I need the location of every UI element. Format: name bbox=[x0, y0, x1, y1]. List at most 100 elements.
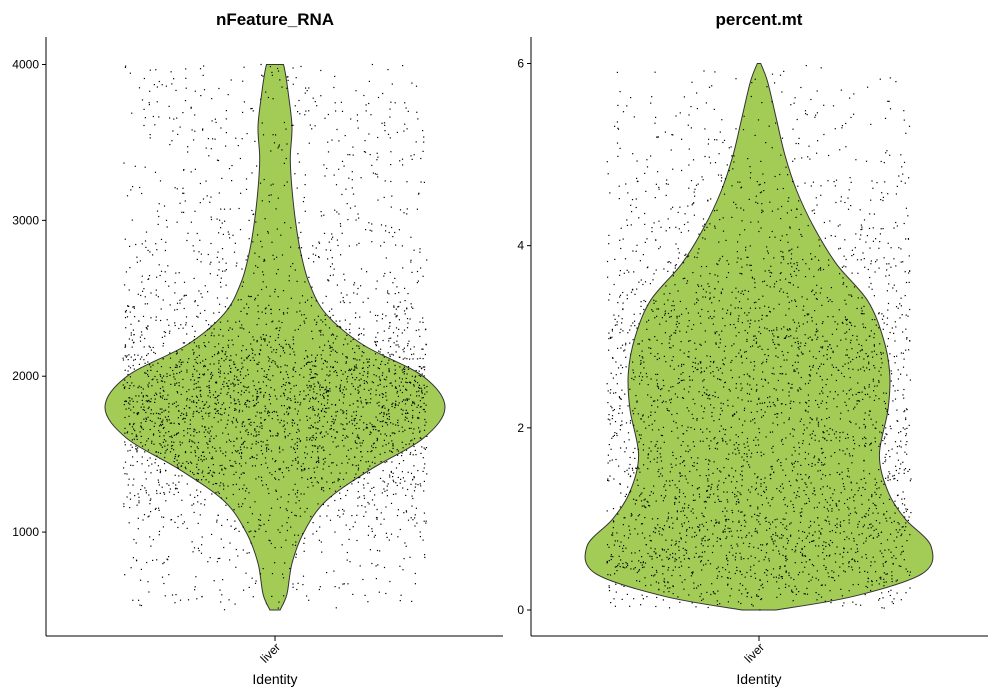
jitter-point bbox=[263, 258, 265, 261]
jitter-point bbox=[166, 448, 168, 450]
jitter-point bbox=[852, 496, 854, 498]
jitter-point bbox=[607, 276, 609, 278]
jitter-point bbox=[395, 351, 397, 353]
jitter-point bbox=[407, 488, 409, 491]
jitter-point bbox=[382, 445, 384, 447]
jitter-point bbox=[345, 524, 347, 526]
jitter-point bbox=[367, 460, 369, 463]
jitter-point bbox=[693, 214, 695, 216]
jitter-point bbox=[900, 599, 902, 601]
jitter-point bbox=[343, 301, 345, 304]
jitter-point bbox=[636, 327, 638, 329]
jitter-point bbox=[126, 496, 128, 498]
jitter-point bbox=[227, 385, 229, 387]
jitter-point bbox=[425, 522, 427, 524]
jitter-point bbox=[243, 391, 245, 394]
jitter-point bbox=[268, 448, 270, 450]
jitter-point bbox=[655, 183, 657, 185]
jitter-point bbox=[235, 471, 237, 473]
jitter-point bbox=[319, 433, 322, 435]
jitter-point bbox=[200, 458, 202, 460]
jitter-point bbox=[277, 334, 280, 336]
jitter-point bbox=[242, 366, 244, 368]
jitter-point bbox=[676, 315, 678, 317]
jitter-point bbox=[225, 504, 227, 506]
jitter-point bbox=[198, 431, 200, 433]
jitter-point bbox=[196, 446, 198, 448]
jitter-point bbox=[407, 519, 410, 521]
jitter-point bbox=[383, 413, 385, 415]
jitter-point bbox=[277, 67, 279, 70]
jitter-point bbox=[650, 396, 652, 398]
jitter-point bbox=[255, 221, 257, 223]
jitter-point bbox=[798, 325, 800, 327]
jitter-point bbox=[297, 456, 299, 458]
jitter-point bbox=[256, 390, 258, 392]
jitter-point bbox=[174, 474, 176, 476]
jitter-point bbox=[654, 122, 656, 124]
jitter-point bbox=[863, 305, 865, 307]
jitter-point bbox=[140, 488, 142, 491]
jitter-point bbox=[419, 406, 422, 408]
jitter-point bbox=[292, 375, 294, 378]
jitter-point bbox=[789, 227, 791, 229]
jitter-point bbox=[230, 359, 232, 361]
jitter-point bbox=[398, 346, 400, 348]
jitter-point bbox=[160, 396, 162, 398]
jitter-point bbox=[391, 385, 393, 387]
jitter-point bbox=[297, 401, 299, 403]
jitter-point bbox=[141, 356, 143, 358]
jitter-point bbox=[412, 497, 414, 500]
jitter-point bbox=[731, 345, 733, 347]
jitter-point bbox=[419, 387, 421, 389]
jitter-point bbox=[336, 431, 339, 433]
jitter-point bbox=[891, 448, 893, 450]
violin-shape bbox=[104, 64, 446, 611]
jitter-point bbox=[677, 248, 679, 250]
jitter-point bbox=[670, 310, 672, 312]
jitter-point bbox=[193, 250, 195, 252]
jitter-point bbox=[725, 520, 727, 522]
jitter-point bbox=[192, 415, 194, 418]
jitter-point bbox=[294, 534, 296, 536]
jitter-point bbox=[215, 492, 217, 494]
jitter-point bbox=[140, 426, 142, 428]
jitter-point bbox=[181, 442, 183, 444]
jitter-point bbox=[186, 391, 188, 393]
jitter-point bbox=[245, 178, 248, 180]
jitter-point bbox=[765, 436, 767, 438]
jitter-point bbox=[327, 395, 329, 397]
jitter-point bbox=[861, 228, 863, 230]
jitter-point bbox=[724, 178, 727, 180]
jitter-point bbox=[179, 126, 181, 128]
jitter-point bbox=[230, 355, 232, 357]
jitter-point bbox=[849, 177, 851, 179]
jitter-point bbox=[348, 369, 350, 372]
jitter-point bbox=[127, 484, 129, 486]
jitter-point bbox=[141, 275, 143, 277]
jitter-point bbox=[243, 446, 245, 448]
jitter-point bbox=[895, 221, 897, 224]
jitter-point bbox=[808, 476, 810, 478]
jitter-point bbox=[269, 514, 271, 516]
jitter-point bbox=[404, 123, 406, 125]
jitter-point bbox=[334, 350, 337, 352]
jitter-point bbox=[140, 294, 142, 297]
jitter-point bbox=[231, 165, 233, 167]
jitter-point bbox=[655, 239, 657, 241]
jitter-point bbox=[397, 335, 399, 337]
jitter-point bbox=[614, 324, 616, 326]
jitter-point bbox=[379, 383, 381, 385]
jitter-point bbox=[265, 91, 267, 93]
jitter-point bbox=[910, 512, 912, 514]
jitter-point bbox=[244, 386, 246, 388]
jitter-point bbox=[145, 420, 147, 422]
jitter-point bbox=[279, 468, 281, 470]
jitter-point bbox=[292, 124, 294, 126]
jitter-point bbox=[769, 286, 771, 288]
jitter-point bbox=[387, 133, 390, 135]
jitter-point bbox=[372, 426, 374, 428]
jitter-point bbox=[165, 241, 167, 243]
jitter-point bbox=[401, 441, 403, 443]
jitter-point bbox=[851, 255, 853, 257]
